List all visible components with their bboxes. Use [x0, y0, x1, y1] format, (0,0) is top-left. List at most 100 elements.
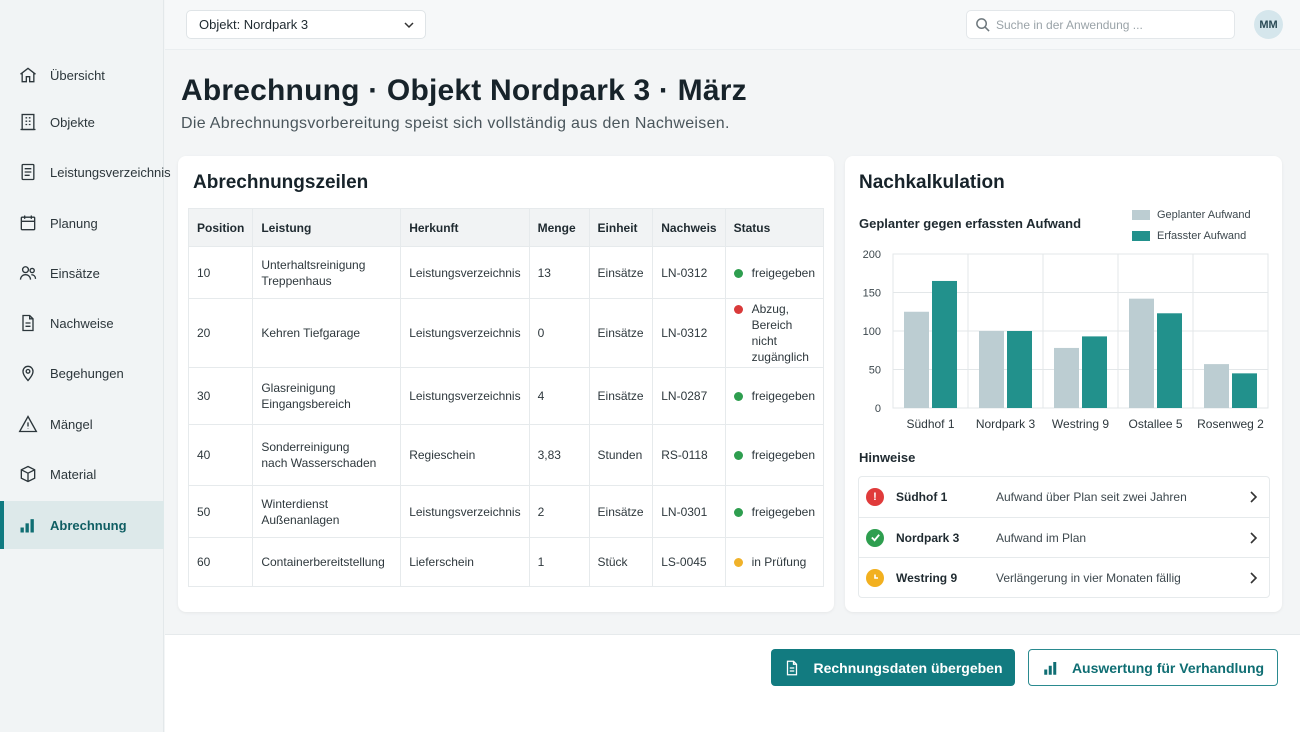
hint-name: Südhof 1	[896, 490, 947, 504]
legend-swatch	[1132, 231, 1150, 241]
hint-text: Verlängerung in vier Monaten fällig	[996, 571, 1181, 585]
sidebar-item-einsaetze[interactable]: Einsätze	[0, 249, 164, 297]
document-icon	[18, 313, 38, 333]
billing-lines-card: Abrechnungszeilen Position Leistung Herk…	[178, 156, 834, 612]
sidebar-item-label: Einsätze	[50, 266, 100, 281]
sidebar-item-planung[interactable]: Planung	[0, 199, 164, 247]
cell-position: 60	[189, 538, 253, 587]
cell-herkunft: Leistungsverzeichnis	[401, 299, 529, 368]
sidebar-item-objekte[interactable]: Objekte	[0, 98, 164, 146]
bar-geplant	[1054, 348, 1079, 408]
negotiation-report-button[interactable]: Auswertung für Verhandlung	[1028, 649, 1278, 686]
cell-status: freigegeben	[725, 368, 823, 425]
hint-item-nordpark[interactable]: Nordpark 3 Aufwand im Plan	[859, 517, 1269, 557]
table-row[interactable]: 40 Sonderreinigung nach Wasserschaden Regie…	[189, 425, 824, 486]
cell-leistung: Kehren Tiefgarage	[253, 299, 401, 368]
cell-menge: 1	[529, 538, 589, 587]
bar-erfasst	[1232, 373, 1257, 408]
status-line: zugänglich	[752, 349, 815, 365]
sidebar-item-leistungsverzeichnis[interactable]: Leistungsverzeichnis	[0, 148, 164, 196]
x-tick-label: Westring 9	[1052, 417, 1109, 431]
status-line: Abzug,	[752, 301, 815, 317]
table-row[interactable]: 60 Containerbereitstellung Lieferschein 1 St…	[189, 538, 824, 587]
search-box[interactable]	[966, 10, 1235, 39]
bar-erfasst	[1157, 313, 1182, 408]
status-indicator: freigegeben	[734, 447, 815, 463]
calendar-icon	[18, 213, 38, 233]
bar-chart-icon	[1042, 659, 1060, 677]
cell-nachweis: RS-0118	[653, 425, 725, 486]
submit-billing-data-button[interactable]: Rechnungsdaten übergeben	[771, 649, 1015, 686]
cell-nachweis: LN-0312	[653, 247, 725, 299]
cell-nachweis: LS-0045	[653, 538, 725, 587]
object-select-value: Objekt: Nordpark 3	[199, 17, 308, 32]
bar-chart-icon	[18, 515, 38, 535]
status-indicator: freigegeben	[734, 504, 815, 520]
sidebar-item-label: Planung	[50, 216, 98, 231]
chevron-right-icon	[1247, 531, 1259, 545]
leistung-line: Containerbereitstellung	[261, 554, 392, 570]
y-tick-label: 100	[863, 326, 881, 338]
check-icon	[866, 529, 884, 547]
document-list-icon	[18, 162, 38, 182]
chevron-down-icon	[403, 19, 415, 31]
billing-table: Position Leistung Herkunft Menge Einheit…	[188, 208, 824, 587]
status-line: freigegeben	[752, 447, 815, 463]
hint-item-suedhof[interactable]: ! Südhof 1 Aufwand über Plan seit zwei J…	[859, 477, 1269, 517]
table-row[interactable]: 30 Glasreinigung Eingangsbereich Leistungsv…	[189, 368, 824, 425]
status-dot	[734, 392, 743, 401]
cell-position: 50	[189, 486, 253, 538]
x-tick-label: Ostallee 5	[1128, 417, 1182, 431]
hint-name: Westring 9	[896, 571, 957, 585]
y-tick-label: 50	[869, 365, 881, 377]
hints-title: Hinweise	[859, 450, 915, 465]
cell-einheit: Stück	[589, 538, 653, 587]
sidebar-item-begehungen[interactable]: Begehungen	[0, 349, 164, 397]
hint-name: Nordpark 3	[896, 531, 959, 545]
sidebar-item-uebersicht[interactable]: Übersicht	[0, 51, 164, 99]
object-select[interactable]: Objekt: Nordpark 3	[186, 10, 426, 39]
sidebar-item-abrechnung[interactable]: Abrechnung	[0, 501, 164, 549]
cell-menge: 2	[529, 486, 589, 538]
avatar[interactable]: MM	[1254, 10, 1283, 39]
table-row[interactable]: 20 Kehren Tiefgarage Leistungsverzeichnis 0…	[189, 299, 824, 368]
leistung-line: Winterdienst Außenanlagen	[261, 496, 392, 528]
cell-einheit: Stunden	[589, 425, 653, 486]
table-row[interactable]: 50 Winterdienst Außenanlagen Leistungsverz…	[189, 486, 824, 538]
sidebar-item-label: Leistungsverzeichnis	[50, 165, 171, 180]
col-status: Status	[725, 209, 823, 247]
chart-title: Geplanter gegen erfassten Aufwand	[859, 216, 1081, 231]
status-text: freigegeben	[752, 447, 815, 463]
x-tick-label: Südhof 1	[906, 417, 954, 431]
sidebar-item-nachweise[interactable]: Nachweise	[0, 299, 164, 347]
hint-text: Aufwand über Plan seit zwei Jahren	[996, 490, 1187, 504]
y-tick-label: 200	[863, 249, 881, 261]
status-text: freigegeben	[752, 504, 815, 520]
status-dot	[734, 305, 743, 314]
cell-status: freigegeben	[725, 486, 823, 538]
search-input[interactable]	[996, 18, 1226, 32]
location-pin-icon	[18, 363, 38, 383]
cell-nachweis: LN-0312	[653, 299, 725, 368]
cell-herkunft: Lieferschein	[401, 538, 529, 587]
cell-status: in Prüfung	[725, 538, 823, 587]
cell-menge: 4	[529, 368, 589, 425]
cell-position: 30	[189, 368, 253, 425]
status-line: freigegeben	[752, 265, 815, 281]
leistung-line: Kehren Tiefgarage	[261, 325, 392, 341]
hint-item-westring[interactable]: Westring 9 Verlängerung in vier Monaten …	[859, 557, 1269, 597]
table-row[interactable]: 10 Unterhaltsreinigung Treppenhaus Leistung…	[189, 247, 824, 299]
building-icon	[18, 112, 38, 132]
cell-position: 40	[189, 425, 253, 486]
sidebar-item-maengel[interactable]: Mängel	[0, 400, 164, 448]
col-menge: Menge	[529, 209, 589, 247]
x-tick-label: Nordpark 3	[976, 417, 1036, 431]
legend-item-geplant: Geplanter Aufwand	[1132, 204, 1251, 225]
box-icon	[18, 464, 38, 484]
search-icon	[975, 17, 990, 32]
status-indicator: freigegeben	[734, 388, 815, 404]
clock-icon	[866, 569, 884, 587]
document-icon	[783, 659, 801, 677]
sidebar-item-material[interactable]: Material	[0, 450, 164, 498]
leistung-line: Glasreinigung	[261, 380, 392, 396]
